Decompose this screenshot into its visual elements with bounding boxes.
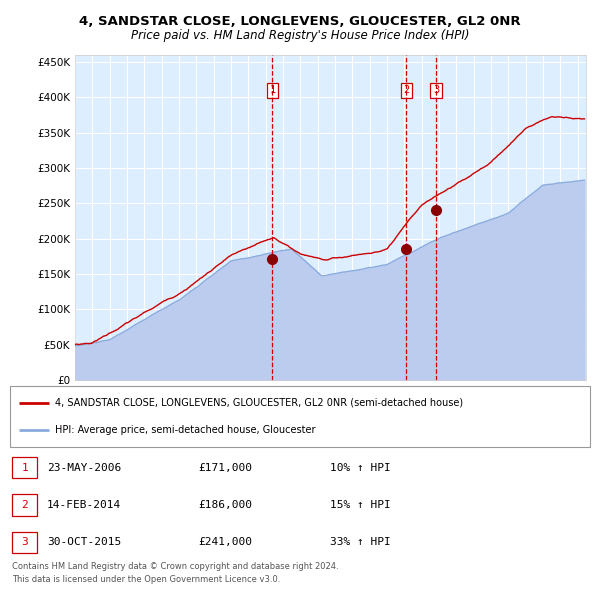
Text: HPI: Average price, semi-detached house, Gloucester: HPI: Average price, semi-detached house,… — [55, 425, 316, 435]
Text: Price paid vs. HM Land Registry's House Price Index (HPI): Price paid vs. HM Land Registry's House … — [131, 30, 469, 42]
Text: 4, SANDSTAR CLOSE, LONGLEVENS, GLOUCESTER, GL2 0NR: 4, SANDSTAR CLOSE, LONGLEVENS, GLOUCESTE… — [79, 15, 521, 28]
Text: £241,000: £241,000 — [198, 537, 252, 547]
Text: 2: 2 — [403, 85, 409, 95]
Text: 23-MAY-2006: 23-MAY-2006 — [47, 463, 121, 473]
Text: 33% ↑ HPI: 33% ↑ HPI — [330, 537, 391, 547]
Text: 30-OCT-2015: 30-OCT-2015 — [47, 537, 121, 547]
Text: 10% ↑ HPI: 10% ↑ HPI — [330, 463, 391, 473]
Text: 4, SANDSTAR CLOSE, LONGLEVENS, GLOUCESTER, GL2 0NR (semi-detached house): 4, SANDSTAR CLOSE, LONGLEVENS, GLOUCESTE… — [55, 398, 463, 408]
Text: 14-FEB-2014: 14-FEB-2014 — [47, 500, 121, 510]
Text: 3: 3 — [21, 537, 28, 547]
Text: This data is licensed under the Open Government Licence v3.0.: This data is licensed under the Open Gov… — [12, 575, 280, 584]
Text: 1: 1 — [269, 85, 275, 95]
Text: £171,000: £171,000 — [198, 463, 252, 473]
Text: 1: 1 — [21, 463, 28, 473]
Text: £186,000: £186,000 — [198, 500, 252, 510]
Text: 2: 2 — [21, 500, 28, 510]
Text: 3: 3 — [433, 85, 439, 95]
Text: Contains HM Land Registry data © Crown copyright and database right 2024.: Contains HM Land Registry data © Crown c… — [12, 562, 338, 571]
Text: 15% ↑ HPI: 15% ↑ HPI — [330, 500, 391, 510]
